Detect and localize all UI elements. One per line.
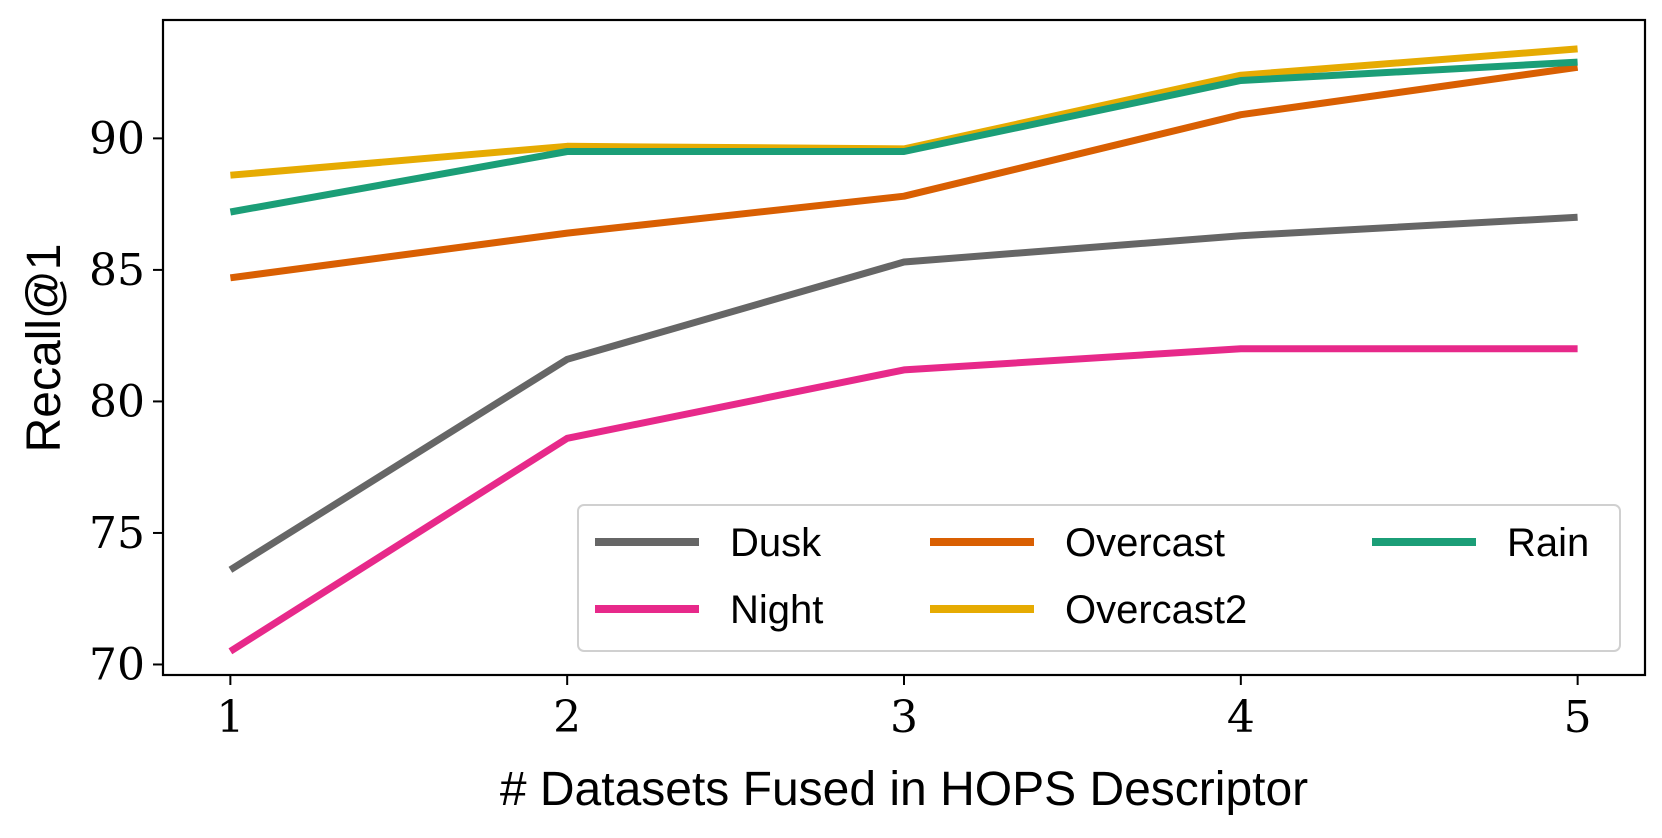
legend-label-overcast: Overcast [1065,521,1225,565]
y-tick-label: 75 [89,508,145,559]
x-tick-label: 5 [1564,692,1592,743]
y-tick-label: 80 [89,376,145,427]
x-tick-label: 2 [553,692,581,743]
y-axis: 70 75 80 85 90 [89,113,163,690]
plot-lines [228,45,1579,655]
legend-label-night: Night [730,588,823,632]
x-tick-label: 1 [216,692,244,743]
series-line-night [228,345,1578,655]
y-tick-label: 90 [89,113,145,164]
legend: Dusk Night Overcast Overcast2 Rain [577,504,1621,652]
y-tick-label: 70 [89,639,145,690]
x-axis: 1 2 3 4 5 [216,675,1592,743]
x-tick-label: 3 [890,692,918,743]
series-line-overcast [229,63,1579,282]
series-line-dusk [228,213,1578,573]
x-axis-title: # Datasets Fused in HOPS Descriptor [500,763,1308,816]
legend-box [577,504,1621,652]
x-tick-label: 4 [1227,692,1255,743]
legend-label-overcast2: Overcast2 [1065,588,1247,632]
y-tick-label: 85 [89,245,145,296]
legend-label-rain: Rain [1507,521,1589,565]
y-axis-title: Recall@1 [18,244,71,453]
series-line-rain [229,58,1578,216]
legend-label-dusk: Dusk [730,521,822,565]
